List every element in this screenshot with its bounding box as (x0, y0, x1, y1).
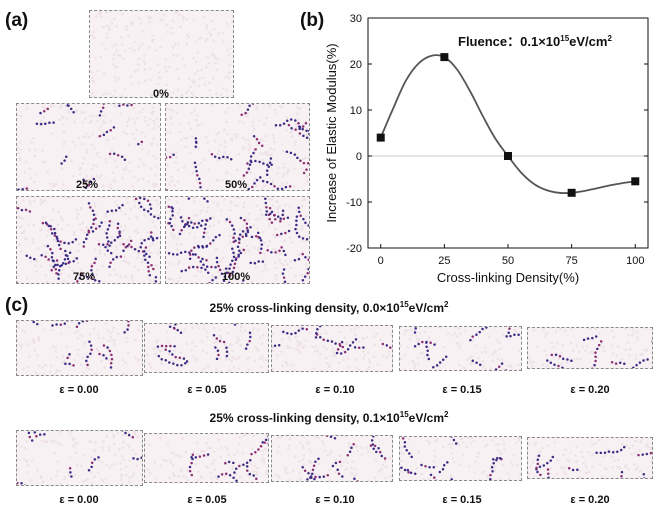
strain-label: ε = 0.00 (59, 384, 99, 396)
panel-b-label: (b) (300, 10, 325, 31)
x-tick-label: 25 (438, 255, 450, 267)
particle-field (400, 326, 521, 370)
strain-label: ε = 0.10 (315, 494, 355, 506)
strain-label: ε = 0.05 (187, 384, 227, 396)
panel-c-label: (c) (5, 295, 29, 316)
strain-label: ε = 0.00 (59, 494, 99, 506)
x-tick-label: 100 (626, 255, 644, 267)
snapshot-0-percent (89, 10, 234, 98)
y-tick-label: 0 (356, 151, 362, 163)
particle-field (400, 436, 521, 480)
strain-label: ε = 0.15 (442, 384, 482, 396)
particle-field (272, 325, 392, 371)
snapshot-label: 0% (153, 88, 169, 100)
particle-field (146, 324, 268, 372)
y-tick-label: 30 (350, 13, 362, 25)
strain-snapshot (271, 324, 393, 372)
x-tick-label: 50 (502, 255, 514, 267)
particle-field (528, 328, 652, 368)
strain-label: ε = 0.20 (570, 384, 610, 396)
particle-field (528, 438, 652, 478)
strain-label: ε = 0.05 (187, 494, 227, 506)
y-axis-label: Increase of Elastic Modulus(%) (324, 43, 339, 222)
strain-snapshot (271, 434, 393, 482)
data-point (440, 53, 449, 62)
strain-snapshot (16, 320, 143, 376)
strain-snapshot (399, 435, 522, 481)
y-tick-label: 20 (350, 59, 362, 71)
particle-field (166, 104, 309, 190)
y-tick-label: 10 (350, 105, 362, 117)
strain-snapshot (527, 327, 653, 369)
data-point (567, 188, 576, 197)
data-point (504, 152, 512, 160)
strain-snapshot (144, 323, 269, 373)
snapshot-label: 25% (76, 179, 99, 191)
y-tick-label: -10 (346, 197, 362, 209)
particle-field (147, 434, 268, 482)
strain-snapshot (527, 437, 653, 479)
y-tick-label: -20 (346, 243, 362, 255)
snapshot-25-percent (16, 103, 161, 191)
particle-field (17, 321, 142, 375)
strain-label: ε = 0.20 (570, 494, 610, 506)
strain-row-title: 25% cross-linking density, 0.1×1015eV/cm… (209, 410, 449, 425)
data-point (631, 177, 640, 186)
particle-field (17, 104, 160, 190)
strain-row-title: 25% cross-linking density, 0.0×1015eV/cm… (209, 300, 449, 315)
particle-field (166, 197, 309, 283)
snapshot-label: 50% (225, 179, 248, 191)
plot-frame (367, 17, 649, 249)
x-tick-label: 0 (378, 255, 384, 267)
strain-snapshot (144, 433, 269, 483)
panel-a-label: (a) (5, 10, 29, 31)
x-axis-label: Cross-linking Density(%) (437, 270, 579, 285)
particle-field (17, 197, 160, 283)
fit-curve (379, 54, 636, 194)
snapshot-75-percent (16, 196, 161, 284)
data-point (376, 133, 385, 142)
particle-field (275, 435, 392, 481)
strain-label: ε = 0.15 (442, 494, 482, 506)
snapshot-label: 100% (222, 271, 251, 283)
snapshot-100-percent (165, 196, 310, 284)
strain-snapshot (399, 325, 522, 371)
particle-field (90, 11, 233, 97)
fluence-annotation: Fluence：0.1×1015eV/cm2 (458, 34, 612, 49)
snapshot-label: 75% (73, 271, 96, 283)
strain-snapshot (16, 430, 143, 486)
particle-field (17, 431, 142, 485)
strain-label: ε = 0.10 (315, 384, 355, 396)
snapshot-50-percent (165, 103, 310, 191)
elastic-modulus-chart: -20 -10 0 10 20 30 0 25 50 75 100 Cross-linking Den… (324, 13, 649, 285)
x-tick-label: 75 (566, 255, 578, 267)
